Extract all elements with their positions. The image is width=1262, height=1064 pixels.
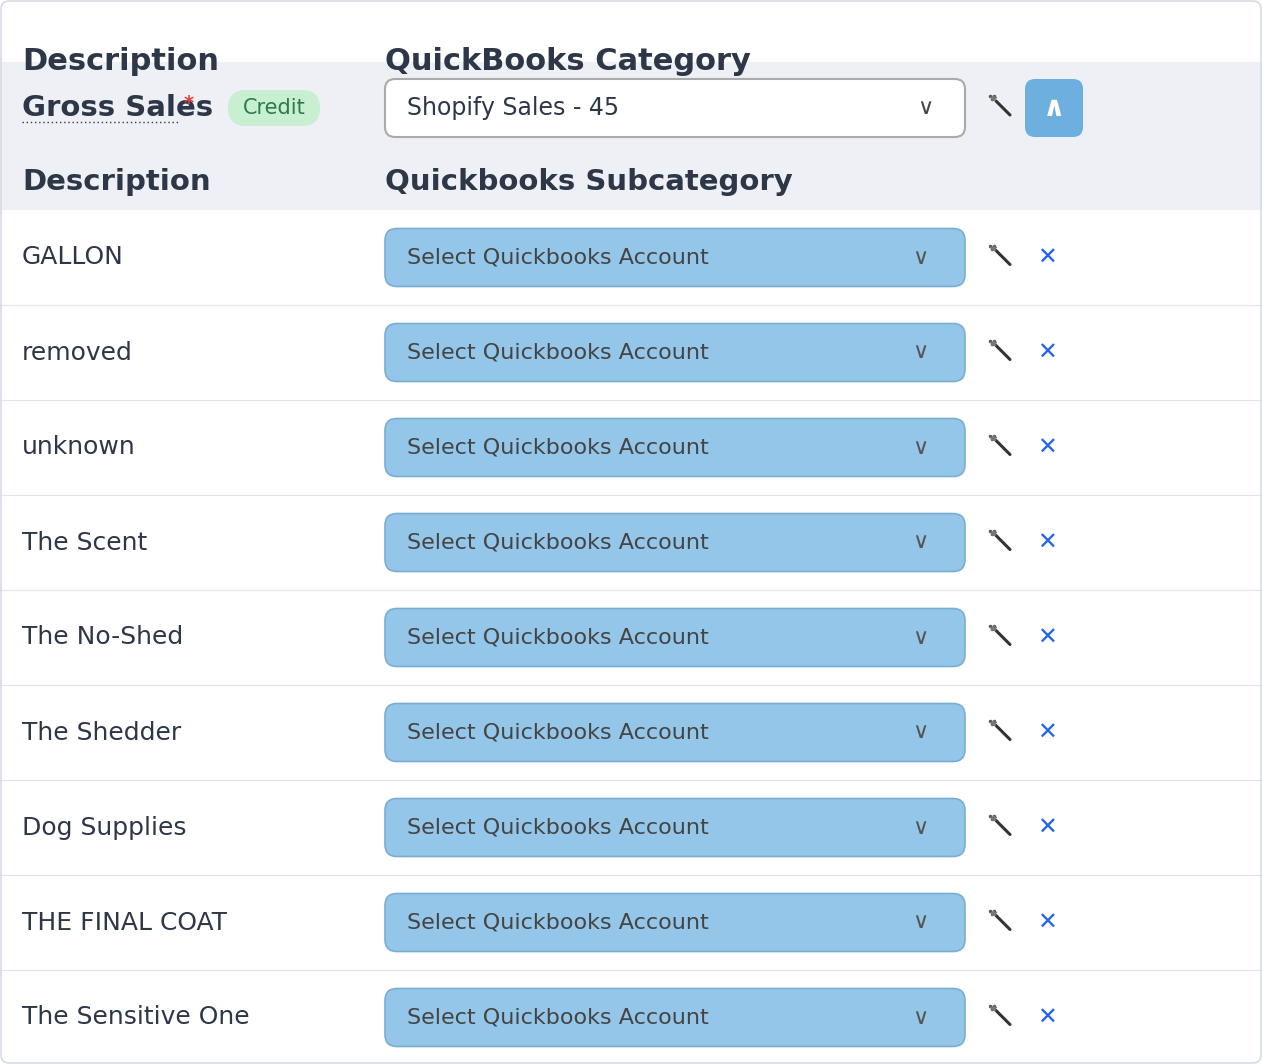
Text: ✕: ✕ xyxy=(1037,911,1056,934)
Text: Shopify Sales - 45: Shopify Sales - 45 xyxy=(408,96,620,120)
Bar xyxy=(0,0,1262,100)
FancyBboxPatch shape xyxy=(385,418,965,477)
Bar xyxy=(0,591,1262,685)
FancyBboxPatch shape xyxy=(385,514,965,571)
Text: ∨: ∨ xyxy=(912,817,928,837)
Text: ✕: ✕ xyxy=(1037,1005,1056,1030)
Text: GALLON: GALLON xyxy=(21,246,124,269)
Text: ∨: ∨ xyxy=(912,913,928,932)
Text: ✕: ✕ xyxy=(1037,626,1056,649)
Text: *: * xyxy=(184,95,194,114)
Bar xyxy=(0,685,1262,780)
FancyBboxPatch shape xyxy=(385,323,965,382)
Bar xyxy=(0,400,1262,495)
Text: THE FINAL COAT: THE FINAL COAT xyxy=(21,911,227,934)
FancyBboxPatch shape xyxy=(228,90,321,126)
FancyBboxPatch shape xyxy=(385,229,965,286)
Text: ✕: ✕ xyxy=(1037,815,1056,839)
Text: ✕: ✕ xyxy=(1037,531,1056,554)
Text: ∨: ∨ xyxy=(912,722,928,743)
Text: ∨: ∨ xyxy=(912,532,928,552)
Text: Description: Description xyxy=(21,168,211,196)
FancyBboxPatch shape xyxy=(385,609,965,666)
Bar xyxy=(0,875,1262,970)
Text: ✕: ✕ xyxy=(1037,340,1056,365)
Text: The Shedder: The Shedder xyxy=(21,720,182,745)
Text: removed: removed xyxy=(21,340,133,365)
FancyBboxPatch shape xyxy=(385,79,965,137)
Text: ✕: ✕ xyxy=(1037,435,1056,460)
Text: Gross Sales: Gross Sales xyxy=(21,94,213,122)
Text: Select Quickbooks Account: Select Quickbooks Account xyxy=(408,437,709,458)
Text: unknown: unknown xyxy=(21,435,136,460)
Text: Quickbooks Subcategory: Quickbooks Subcategory xyxy=(385,168,793,196)
Text: Credit: Credit xyxy=(242,98,305,118)
Text: ∨: ∨ xyxy=(917,98,933,118)
Text: Select Quickbooks Account: Select Quickbooks Account xyxy=(408,248,709,267)
Bar xyxy=(0,62,1262,154)
FancyBboxPatch shape xyxy=(385,894,965,951)
Bar xyxy=(0,210,1262,305)
Bar xyxy=(0,780,1262,875)
FancyBboxPatch shape xyxy=(1025,79,1083,137)
FancyBboxPatch shape xyxy=(385,988,965,1047)
Text: QuickBooks Category: QuickBooks Category xyxy=(385,47,751,76)
Text: ∨: ∨ xyxy=(912,248,928,267)
Text: Select Quickbooks Account: Select Quickbooks Account xyxy=(408,722,709,743)
FancyBboxPatch shape xyxy=(385,703,965,762)
Text: ∨: ∨ xyxy=(912,343,928,363)
Text: Select Quickbooks Account: Select Quickbooks Account xyxy=(408,343,709,363)
Text: ∨: ∨ xyxy=(912,1008,928,1028)
Text: ✕: ✕ xyxy=(1037,720,1056,745)
Text: Select Quickbooks Account: Select Quickbooks Account xyxy=(408,628,709,648)
FancyBboxPatch shape xyxy=(385,798,965,857)
Text: The Sensitive One: The Sensitive One xyxy=(21,1005,250,1030)
Text: Select Quickbooks Account: Select Quickbooks Account xyxy=(408,913,709,932)
Text: Description: Description xyxy=(21,47,220,76)
Text: The Scent: The Scent xyxy=(21,531,148,554)
Text: Select Quickbooks Account: Select Quickbooks Account xyxy=(408,532,709,552)
Text: ✕: ✕ xyxy=(1037,246,1056,269)
Text: The No-Shed: The No-Shed xyxy=(21,626,183,649)
Bar xyxy=(0,970,1262,1064)
Text: ∨: ∨ xyxy=(912,437,928,458)
Text: Select Quickbooks Account: Select Quickbooks Account xyxy=(408,817,709,837)
Text: ∨: ∨ xyxy=(912,628,928,648)
Text: Dog Supplies: Dog Supplies xyxy=(21,815,187,839)
Bar xyxy=(0,305,1262,400)
Text: Select Quickbooks Account: Select Quickbooks Account xyxy=(408,1008,709,1028)
Bar xyxy=(0,154,1262,210)
Text: ∧: ∧ xyxy=(1042,94,1065,122)
Bar xyxy=(0,495,1262,591)
